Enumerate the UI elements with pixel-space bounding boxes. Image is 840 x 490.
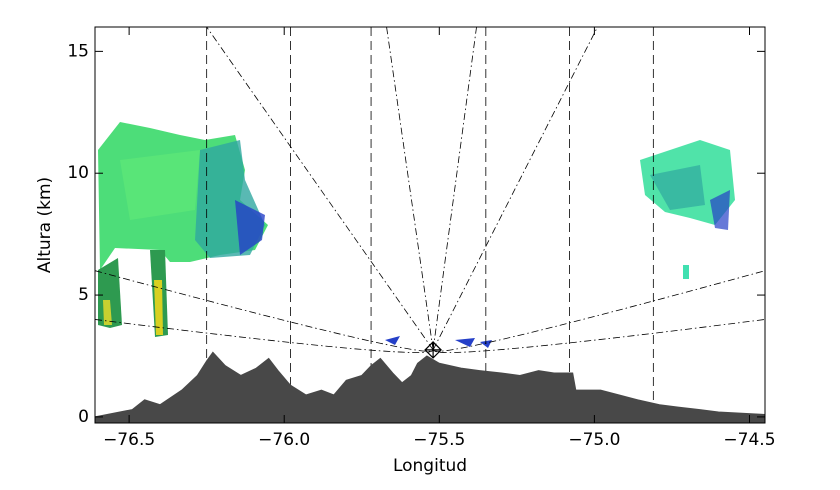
beam-ray bbox=[432, 26, 477, 350]
y-tick-label: 0 bbox=[78, 407, 89, 427]
x-tick-label: −74.5 bbox=[723, 430, 775, 450]
y-tick-label: 15 bbox=[67, 41, 89, 61]
x-tick-label: −76.0 bbox=[258, 430, 310, 450]
x-axis-label: Longitud bbox=[393, 456, 467, 476]
beam-ray bbox=[386, 26, 434, 350]
terrain-area bbox=[94, 351, 766, 424]
beam-arc bbox=[94, 319, 766, 353]
x-tick-label: −76.5 bbox=[103, 430, 155, 450]
plot-area bbox=[94, 26, 766, 424]
plot-frame bbox=[94, 26, 766, 424]
y-tick-label: 10 bbox=[67, 163, 89, 183]
radar-marker bbox=[424, 341, 442, 359]
x-tick-label: −75.0 bbox=[568, 430, 620, 450]
x-tick-label: −75.5 bbox=[413, 430, 465, 450]
radar-echoes bbox=[98, 122, 735, 348]
y-tick-label: 5 bbox=[78, 285, 89, 305]
y-axis-label: Altura (km) bbox=[35, 177, 55, 273]
beam-arc bbox=[94, 270, 766, 352]
beam-ray bbox=[432, 26, 598, 351]
